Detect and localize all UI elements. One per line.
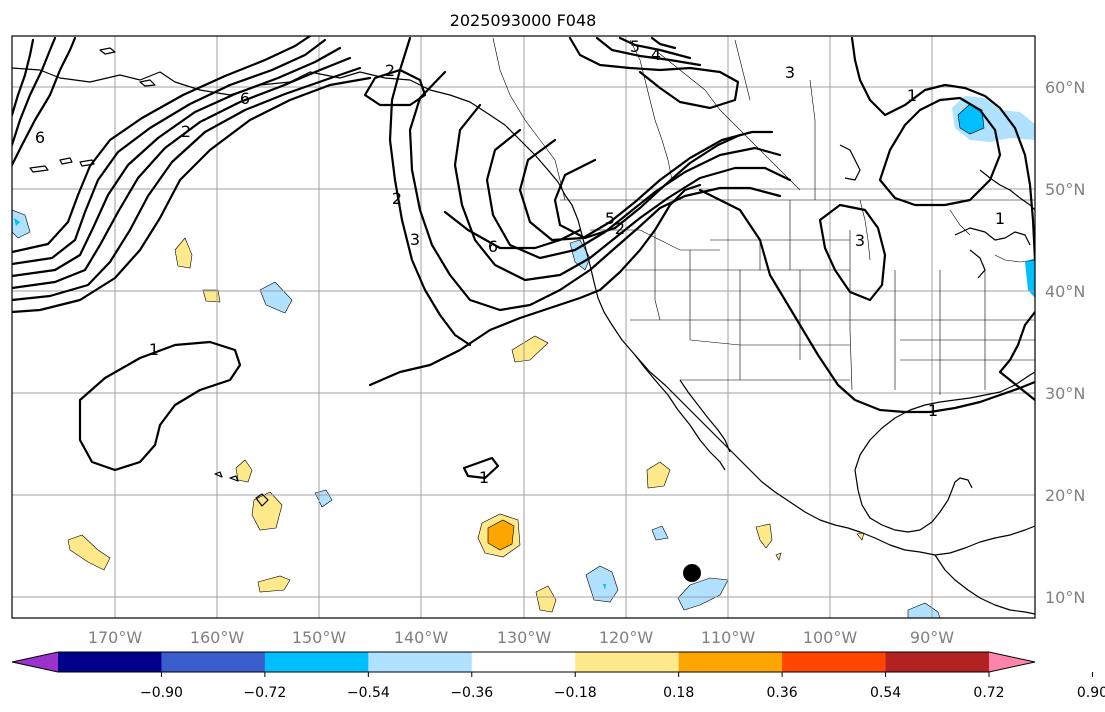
lon-label: 90°W bbox=[910, 628, 954, 647]
longitude-labels: 170°W 160°W 150°W 140°W 130°W 120°W 110°… bbox=[88, 628, 954, 647]
colorbar-outline bbox=[11, 651, 1036, 673]
contour-lines bbox=[12, 36, 1035, 480]
anomaly-negative bbox=[569, 239, 591, 271]
anomaly-positive bbox=[755, 523, 773, 549]
anomaly-positive bbox=[856, 532, 865, 541]
lon-label: 150°W bbox=[292, 628, 347, 647]
contour-label: 1 bbox=[995, 209, 1005, 228]
colorbar-segment bbox=[575, 652, 680, 672]
lat-label: 20°N bbox=[1045, 486, 1085, 505]
storm-center-dot bbox=[683, 564, 701, 582]
political-borders bbox=[492, 37, 1035, 395]
colorbar-tick-label: −0.36 bbox=[450, 685, 493, 701]
anomaly-positive bbox=[174, 237, 193, 269]
latitude-labels: 60°N 50°N 40°N 30°N 20°N 10°N bbox=[1045, 78, 1085, 607]
colorbar-tick-label: −0.18 bbox=[554, 685, 597, 701]
colorbar-ticks: −0.90 −0.72 −0.54 −0.36 −0.18 0.18 0.36 0.54 0.7… bbox=[140, 672, 1105, 701]
anomaly-positive bbox=[646, 461, 671, 489]
anomaly-negative-strong bbox=[14, 218, 20, 226]
lon-label: 120°W bbox=[599, 628, 654, 647]
contour-label: 5 bbox=[605, 209, 615, 228]
colorbar-segment bbox=[368, 652, 473, 672]
anomaly-negative bbox=[651, 525, 669, 541]
anomaly-positive bbox=[535, 585, 557, 613]
contour-label: 6 bbox=[240, 89, 250, 108]
contour-label: 6 bbox=[35, 128, 45, 147]
colorbar-tick-label: −0.54 bbox=[347, 685, 390, 701]
anomaly-positive bbox=[67, 534, 111, 571]
lon-label: 110°W bbox=[701, 628, 756, 647]
colorbar-tick-label: 0.18 bbox=[663, 685, 694, 701]
colorbar-segment bbox=[264, 652, 369, 672]
map-layers: 1 1 1 1 2 2 2 3 3 3 4 5 5 6 6 6 1 2 bbox=[12, 36, 1035, 618]
anomaly-negative bbox=[259, 281, 293, 314]
anomaly-negative bbox=[12, 209, 31, 239]
lat-label: 10°N bbox=[1045, 588, 1085, 607]
lon-label: 130°W bbox=[497, 628, 552, 647]
contour-label: 6 bbox=[488, 237, 498, 256]
contour-label: 3 bbox=[855, 231, 865, 250]
anomaly-positive bbox=[251, 491, 283, 531]
shaded-anomalies bbox=[12, 96, 1035, 618]
contour-label: 3 bbox=[410, 230, 420, 249]
colorbar-tick-label: 0.90 bbox=[1077, 685, 1105, 701]
contour-label: 4 bbox=[651, 45, 661, 64]
contour-label: 2 bbox=[385, 61, 395, 80]
contour-label: 1 bbox=[479, 468, 489, 487]
lat-label: 40°N bbox=[1045, 282, 1085, 301]
contour-label: 2 bbox=[392, 189, 402, 208]
anomaly-positive bbox=[775, 552, 782, 561]
anomaly-positive bbox=[202, 289, 221, 303]
lon-label: 170°W bbox=[88, 628, 143, 647]
plot-title: 2025093000 F048 bbox=[450, 11, 597, 30]
colorbar: −0.90 −0.72 −0.54 −0.36 −0.18 0.18 0.36 0.54 0.7… bbox=[11, 651, 1105, 701]
colorbar-tick-label: −0.72 bbox=[243, 685, 286, 701]
colorbar-segments bbox=[58, 652, 990, 672]
colorbar-tick-label: 0.72 bbox=[973, 685, 1004, 701]
contour-label: 1 bbox=[907, 86, 917, 105]
anomaly-negative bbox=[677, 577, 729, 611]
colorbar-segment bbox=[471, 652, 576, 672]
contour-label: 1 bbox=[928, 401, 938, 420]
anomaly-positive bbox=[257, 575, 291, 593]
colorbar-extend-low bbox=[12, 652, 58, 672]
colorbar-segment bbox=[161, 652, 266, 672]
colorbar-segment bbox=[885, 652, 990, 672]
anomaly-negative-strong bbox=[603, 584, 606, 590]
map-frame bbox=[11, 35, 1036, 619]
contour-label: 2 bbox=[615, 219, 625, 238]
lat-label: 50°N bbox=[1045, 180, 1085, 199]
anomaly-negative bbox=[585, 565, 619, 603]
contour-label: 3 bbox=[785, 63, 795, 82]
colorbar-extend-high bbox=[989, 652, 1035, 672]
lat-label: 60°N bbox=[1045, 78, 1085, 97]
contour-label: 1 bbox=[149, 340, 159, 359]
lat-label: 30°N bbox=[1045, 384, 1085, 403]
lon-label: 140°W bbox=[394, 628, 449, 647]
contour-label: 2 bbox=[181, 122, 191, 141]
lon-label: 160°W bbox=[190, 628, 245, 647]
anomaly-negative-strong bbox=[1025, 258, 1035, 298]
anomaly-positive-strong bbox=[487, 519, 515, 551]
colorbar-segment bbox=[58, 652, 162, 672]
colorbar-segment bbox=[678, 652, 783, 672]
anomaly-positive bbox=[511, 335, 549, 363]
anomaly-positive bbox=[235, 459, 253, 483]
colorbar-tick-label: 0.54 bbox=[870, 685, 901, 701]
colorbar-tick-label: −0.90 bbox=[140, 685, 183, 701]
colorbar-tick-label: 0.36 bbox=[767, 685, 798, 701]
contour-label: 5 bbox=[630, 37, 640, 56]
colorbar-segment bbox=[782, 652, 887, 672]
lon-label: 100°W bbox=[803, 628, 858, 647]
gridlines bbox=[12, 36, 1035, 618]
contour-label-group: 1 1 1 1 2 2 2 3 3 3 4 5 5 6 6 6 1 2 bbox=[35, 37, 1005, 487]
